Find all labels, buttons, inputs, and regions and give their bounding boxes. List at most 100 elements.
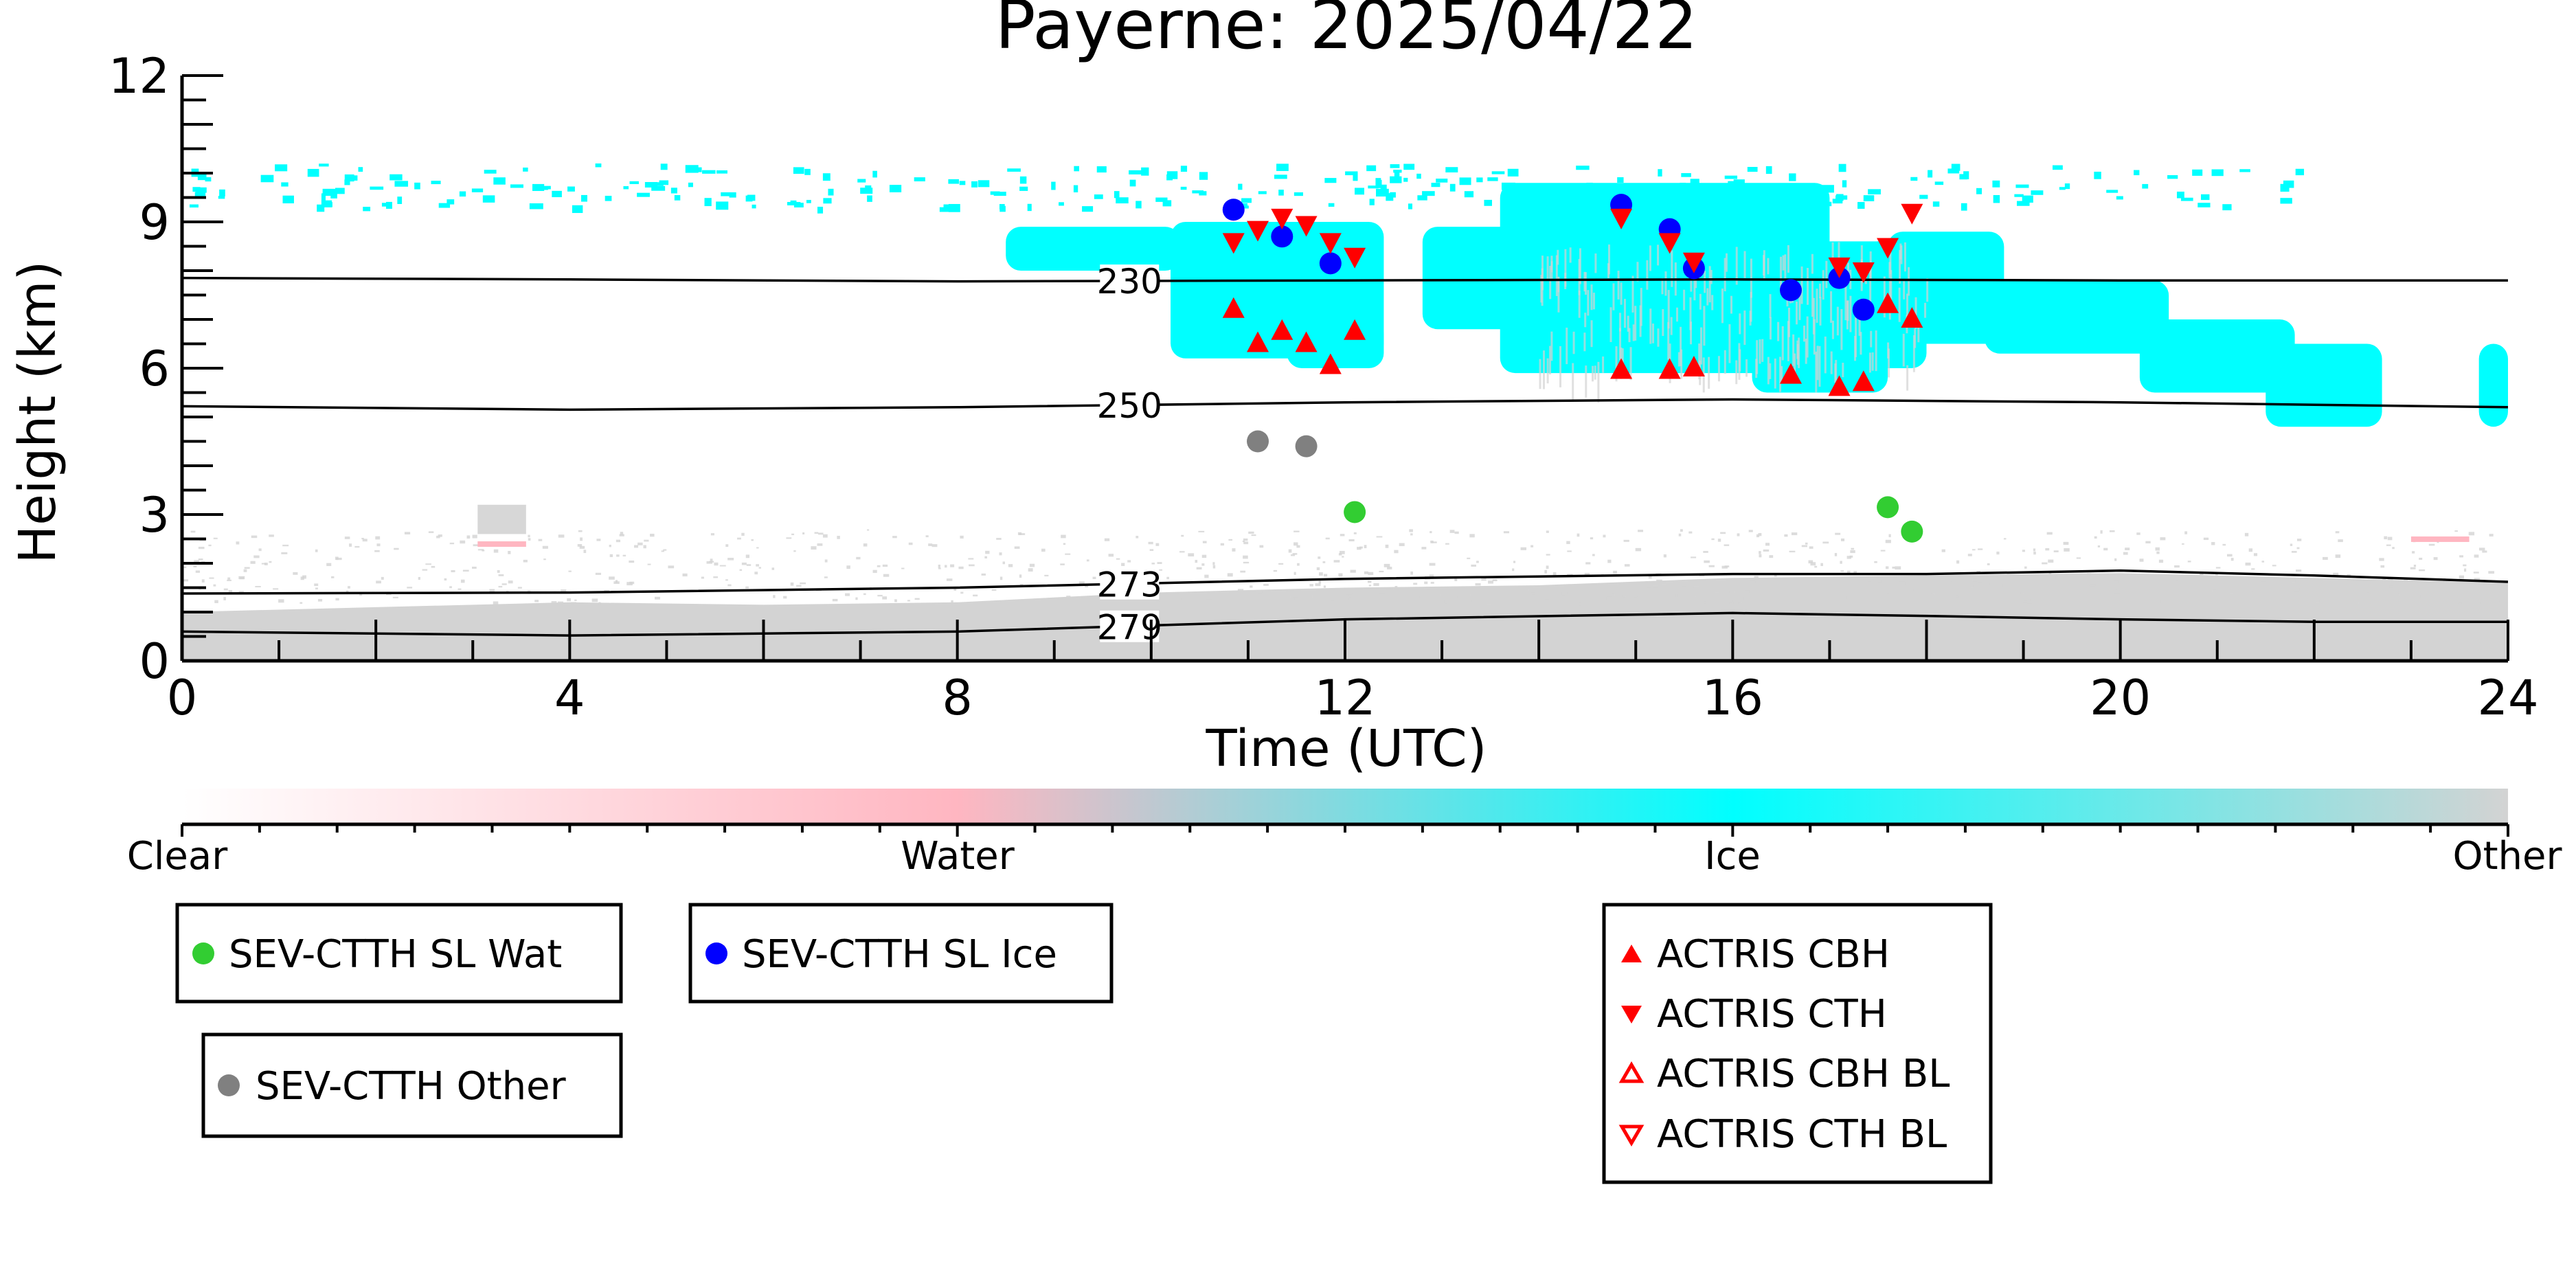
cirrus-speck (2167, 174, 2178, 179)
cirrus-speck (363, 207, 371, 212)
aerosol-speck (892, 536, 897, 539)
aerosol-speck (517, 587, 522, 589)
aerosol-speck (2296, 539, 2302, 541)
mixed-streak (1812, 297, 1815, 335)
aerosol-speck (2064, 548, 2070, 552)
ice-cloud-region (1985, 280, 2169, 354)
aerosol-speck (1552, 572, 1557, 576)
cirrus-speck (1781, 184, 1796, 189)
cirrus-speck (823, 198, 832, 204)
aerosol-speck (551, 601, 557, 605)
aerosol-speck (643, 545, 646, 549)
aerosol-speck (1978, 548, 1983, 550)
cirrus-speck (2059, 187, 2066, 190)
x-tick-label: 8 (942, 670, 973, 726)
cirrus-speck (381, 203, 390, 207)
cirrus-speck (605, 196, 612, 201)
aerosol-speck (2239, 580, 2244, 582)
aerosol-speck (2390, 580, 2396, 583)
aerosol-speck (528, 534, 530, 538)
aerosol-speck (1717, 539, 1721, 542)
aerosol-speck (1061, 534, 1066, 539)
cirrus-speck (1436, 179, 1448, 183)
aerosol-speck (362, 539, 368, 542)
aerosol-speck (1857, 598, 1864, 600)
aerosol-speck (1273, 569, 1278, 572)
aerosol-speck (1019, 584, 1024, 586)
aerosol-speck (725, 579, 728, 581)
marker-3 (1295, 331, 1318, 352)
aerosol-speck (2459, 575, 2465, 579)
aerosol-speck (223, 588, 228, 591)
aerosol-speck (1956, 595, 1959, 598)
colorbar-ticks (181, 822, 2509, 837)
aerosol-speck (2504, 586, 2508, 589)
aerosol-speck (182, 566, 187, 568)
legend-marker-actris-cbh-bl (1618, 1061, 1645, 1083)
aerosol-speck (2489, 534, 2494, 536)
aerosol-speck (619, 534, 624, 536)
cirrus-speck (1680, 183, 1686, 186)
mixed-streak (1869, 262, 1872, 304)
aerosol-speck (2026, 601, 2033, 604)
aerosol-speck (1989, 583, 1992, 586)
aerosol-speck (1691, 596, 1696, 598)
aerosol-speck (654, 596, 660, 600)
mixed-streak (1743, 310, 1746, 346)
aerosol-speck (994, 600, 1001, 603)
mixed-streak (1634, 306, 1637, 341)
aerosol-speck (629, 581, 635, 585)
aerosol-speck (261, 563, 267, 565)
cirrus-speck (1947, 168, 1960, 174)
cirrus-speck (1761, 198, 1771, 203)
cirrus-speck (281, 182, 289, 187)
aerosol-speck (2136, 532, 2140, 535)
aerosol-speck (577, 544, 583, 547)
cirrus-speck (1073, 185, 1078, 193)
aerosol-speck (1970, 585, 1974, 588)
aerosol-speck (1348, 597, 1352, 600)
aerosol-speck (2250, 600, 2255, 602)
mixed-streak (1710, 269, 1713, 284)
aerosol-speck (1711, 538, 1715, 541)
mixed-streak (1803, 326, 1806, 342)
mixed-streak (1730, 295, 1732, 314)
aerosol-speck (2347, 574, 2351, 577)
cirrus-speck (1408, 203, 1413, 210)
aerosol-speck (1333, 560, 1340, 563)
aerosol-speck (595, 572, 602, 575)
aerosol-speck (2046, 532, 2053, 535)
cirrus-speck (2094, 171, 2101, 179)
aerosol-speck (1941, 549, 1945, 552)
cirrus-speck (324, 202, 332, 207)
aerosol-speck (2379, 558, 2384, 561)
cirrus-speck (2280, 198, 2292, 204)
aerosol-speck (2087, 573, 2092, 576)
mixed-streak (1739, 313, 1741, 335)
aerosol-speck (2003, 538, 2007, 540)
mixed-streak (1546, 358, 1549, 384)
aerosol-speck (2145, 541, 2151, 544)
aerosol-speck (2382, 578, 2386, 581)
mixed-streak (1798, 291, 1801, 320)
aerosol-speck (1232, 548, 1236, 552)
aerosol-speck (1704, 601, 1706, 604)
aerosol-speck (1682, 586, 1686, 589)
aerosol-speck (2160, 537, 2166, 541)
mixed-streak (1572, 331, 1575, 354)
aerosol-speck (2097, 545, 2101, 547)
marker-3 (1779, 363, 1802, 384)
cirrus-speck (1487, 177, 1498, 181)
aerosol-speck (960, 591, 964, 594)
ice-cloud-region (2139, 319, 2295, 393)
aerosol-speck (790, 582, 794, 586)
cirrus-speck (1932, 201, 1940, 207)
aerosol-speck (264, 563, 268, 565)
aerosol-speck (713, 576, 719, 578)
cirrus-speck (1368, 185, 1379, 189)
cirrus-speck (1658, 169, 1662, 177)
aerosol-speck (1561, 592, 1566, 596)
cirrus-speck (2295, 168, 2305, 176)
mixed-streak (1735, 247, 1738, 285)
aerosol-speck (2020, 592, 2024, 594)
